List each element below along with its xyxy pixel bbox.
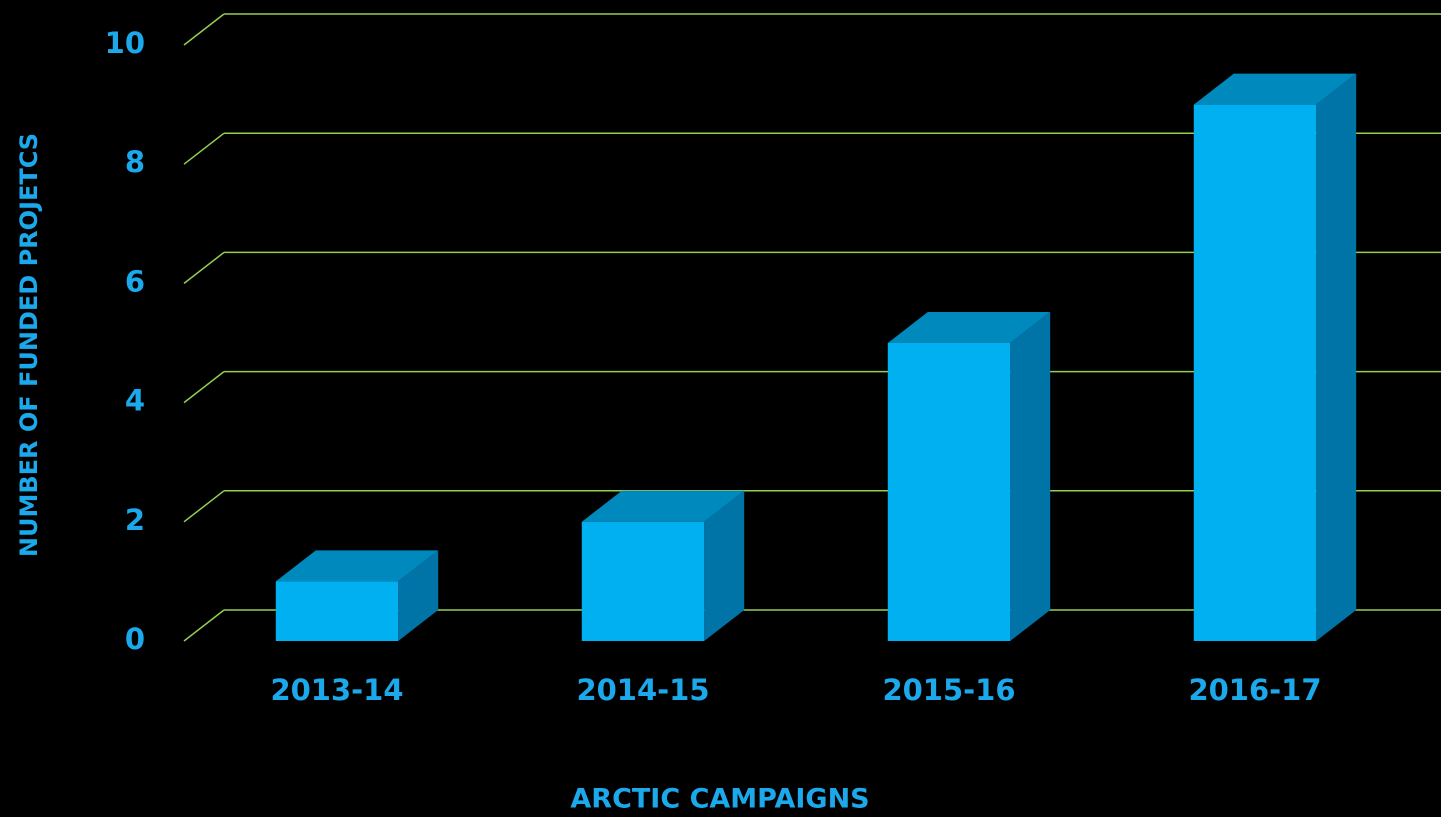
grid-line bbox=[183, 490, 225, 523]
bar-top bbox=[887, 312, 1051, 343]
bar-side bbox=[704, 490, 745, 641]
x-tick-label: 2013-14 bbox=[270, 673, 403, 707]
x-tick-label: 2016-17 bbox=[1188, 673, 1321, 707]
bar-front bbox=[887, 343, 1011, 641]
grid-line bbox=[183, 609, 225, 642]
bar bbox=[581, 490, 745, 641]
bar-side bbox=[1316, 73, 1357, 642]
y-tick-label: 2 bbox=[125, 503, 145, 537]
grid-line bbox=[183, 132, 225, 165]
x-tick-label: 2015-16 bbox=[882, 673, 1015, 707]
x-axis-title: ARCTIC CAMPAIGNS bbox=[570, 784, 869, 815]
grid-line bbox=[183, 13, 225, 46]
bar-top bbox=[1193, 73, 1357, 105]
grid-line bbox=[183, 251, 225, 284]
bar-top bbox=[275, 550, 439, 582]
bar-front bbox=[581, 521, 705, 641]
bar bbox=[1193, 73, 1357, 642]
bar-front bbox=[275, 581, 399, 641]
bar-side bbox=[1010, 312, 1051, 641]
bar bbox=[275, 550, 439, 641]
bar-side bbox=[398, 550, 439, 641]
bar-front bbox=[1193, 104, 1317, 642]
grid-line bbox=[183, 371, 225, 404]
y-tick-label: 6 bbox=[125, 264, 145, 298]
bar bbox=[887, 312, 1051, 641]
y-tick-label: 4 bbox=[125, 384, 145, 418]
y-tick-label: 0 bbox=[125, 622, 145, 656]
x-tick-label: 2014-15 bbox=[576, 673, 709, 707]
y-tick-label: 10 bbox=[105, 26, 145, 60]
y-axis-title: NUMBER OF FUNDED PROJETCS bbox=[15, 133, 43, 557]
bar-top bbox=[581, 490, 745, 522]
y-tick-label: 8 bbox=[125, 145, 145, 179]
